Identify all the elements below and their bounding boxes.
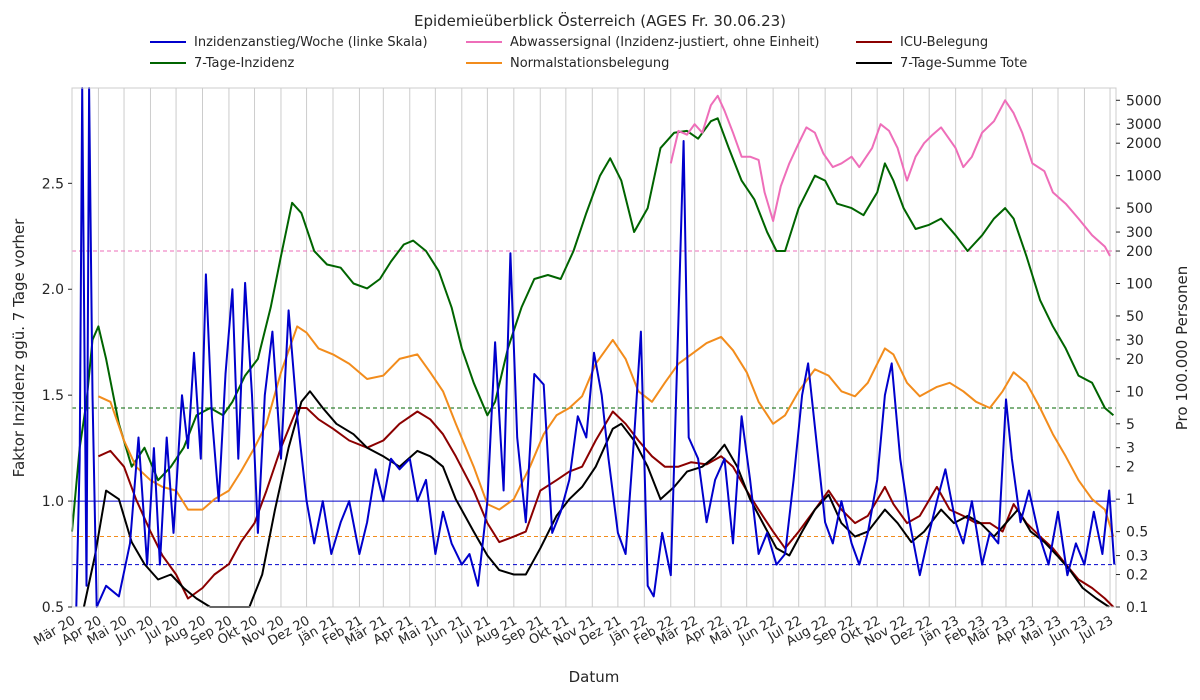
y-left-tick-label: 2.0 [42,282,64,298]
y-right-tick-label: 30 [1126,333,1144,349]
legend-label: Inzidenzanstieg/Woche (linke Skala) [194,35,428,50]
y-right-tick-label: 200 [1126,244,1153,260]
series-line-icu-belegung [97,407,1115,608]
y-right-tick-label: 1000 [1126,169,1162,185]
y-right-tick-label: 1 [1126,492,1135,508]
y-axis-left-ticks: 0.5 1.0 1.5 2.0 2.5 [42,176,72,616]
y-right-tick-label: 0.3 [1126,549,1148,565]
y-right-tick-label: 500 [1126,201,1153,217]
y-right-tick-label: 0.1 [1126,600,1148,616]
y-right-tick-label: 5000 [1126,93,1162,109]
y-right-tick-label: 2000 [1126,136,1162,152]
reference-lines [72,250,1116,566]
y-axis-left-label: Faktor Inzidenz ggü. 7 Tage vorher [10,218,28,477]
y-right-tick-label: 0.5 [1126,525,1148,541]
y-right-tick-label: 100 [1126,276,1153,292]
y-left-tick-label: 2.5 [42,176,64,192]
y-right-tick-label: 20 [1126,352,1144,368]
y-right-tick-label: 50 [1126,309,1144,325]
legend-label: Abwassersignal (Inzidenz-justiert, ohne … [510,35,820,50]
series-line-inzidenzanstieg-woche-linke-skala [75,87,1116,608]
series-line-7-tage-inzidenz [71,117,1115,532]
y-axis-right-ticks: 0.1 0.2 0.3 0.5 1 2 3 5 10 20 30 50 100 200 300 500 1000… [1116,93,1162,616]
x-axis-label: Datum [569,668,620,686]
y-left-tick-label: 0.5 [42,600,64,616]
series-line-normalstationsbelegung [97,325,1115,537]
y-left-tick-label: 1.0 [42,494,64,510]
plot-frame [71,87,1117,608]
legend-label: Normalstationsbelegung [510,56,669,71]
y-right-tick-label: 5 [1126,417,1135,433]
legend: Inzidenzanstieg/Woche (linke Skala) Abwas… [150,35,1027,71]
y-right-tick-label: 10 [1126,384,1144,400]
y-left-tick-label: 1.5 [42,388,64,404]
chart-title: Epidemieüberblick Österreich (AGES Fr. 3… [414,11,786,30]
y-right-tick-label: 3 [1126,441,1135,457]
y-right-tick-label: 2 [1126,460,1135,476]
series-line-abwassersignal-inzidenz-justiert-ohne-einheit [669,94,1111,257]
legend-label: ICU-Belegung [900,35,988,50]
y-right-tick-label: 3000 [1126,117,1162,133]
legend-label: 7-Tage-Summe Tote [900,56,1027,71]
y-right-tick-label: 0.2 [1126,568,1148,584]
y-axis-right-label: Pro 100.000 Personen [1173,266,1191,431]
legend-label: 7-Tage-Inzidenz [194,56,294,71]
y-right-tick-label: 300 [1126,225,1153,241]
